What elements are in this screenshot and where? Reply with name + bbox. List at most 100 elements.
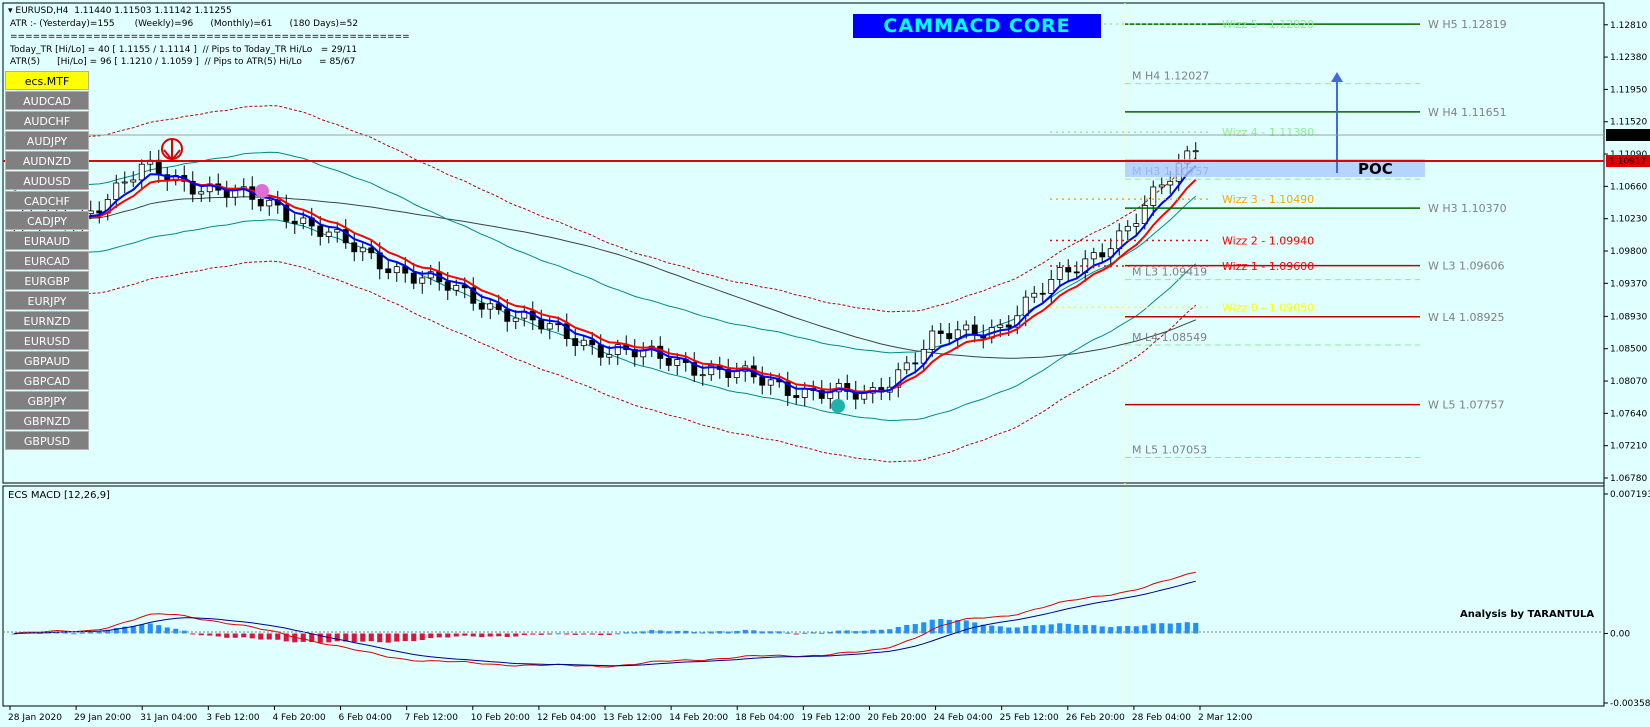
candle-body	[1031, 292, 1038, 298]
symbol-button-eurcad[interactable]: EURCAD	[5, 251, 89, 270]
monthly-level-label: M H4 1.12027	[1132, 70, 1209, 83]
symbol-button-gbpnzd[interactable]: GBPNZD	[5, 411, 89, 430]
candle-body	[96, 210, 103, 214]
macd-histogram-bar	[428, 633, 434, 639]
macd-histogram-bar	[360, 633, 366, 642]
candle-body	[1141, 204, 1148, 224]
macd-histogram-bar	[1074, 625, 1080, 634]
macd-histogram-bar	[802, 632, 808, 634]
x-tick-label: 29 Jan 20:00	[74, 713, 131, 723]
macd-histogram-bar	[759, 631, 765, 634]
monthly-level-label: M L5 1.07053	[1132, 443, 1207, 456]
candle-body	[691, 362, 698, 376]
candle-body	[198, 191, 205, 195]
macd-histogram-bar	[827, 632, 833, 634]
symbol-button-eurgbp[interactable]: EURGBP	[5, 271, 89, 290]
symbol-button-euraud[interactable]: EURAUD	[5, 231, 89, 250]
separator-line: ========================================…	[10, 32, 410, 42]
pink-dot-marker	[255, 184, 269, 198]
symbol-button-eurusd[interactable]: EURUSD	[5, 331, 89, 350]
macd-histogram-bar	[836, 630, 842, 634]
symbol-button-gbpaud[interactable]: GBPAUD	[5, 351, 89, 370]
macd-histogram-bar	[725, 631, 731, 634]
symbol-button-gbpusd[interactable]: GBPUSD	[5, 431, 89, 450]
candle-body	[351, 242, 358, 253]
slow-ma-line	[13, 165, 1197, 394]
symbol-button-eurjpy[interactable]: EURJPY	[5, 291, 89, 310]
macd-histogram-bar	[1048, 624, 1054, 634]
candle-body	[487, 303, 494, 310]
candle-body	[767, 379, 774, 386]
x-tick-label: 24 Feb 04:00	[934, 713, 993, 723]
macd-histogram-bar	[385, 633, 391, 643]
candle-body	[580, 339, 587, 347]
macd-histogram-bar	[581, 633, 587, 635]
wizz-level-label: Wizz 1 - 1.09600	[1222, 260, 1314, 273]
symbol-button-cadchf[interactable]: CADCHF	[5, 191, 89, 210]
candle-body	[359, 247, 366, 253]
macd-histogram-bar	[275, 633, 281, 640]
macd-histogram-bar	[768, 631, 774, 634]
macd-histogram-bar	[156, 625, 162, 634]
macd-histogram-bar	[887, 629, 893, 634]
macd-histogram-bar	[623, 632, 629, 634]
symbol-button-gbpjpy[interactable]: GBPJPY	[5, 391, 89, 410]
macd-histogram-bar	[62, 632, 68, 634]
candle-body	[759, 376, 766, 386]
candle-body	[419, 277, 426, 284]
macd-histogram-bar	[470, 633, 476, 637]
y-tick-label: 1.11950	[1610, 85, 1647, 95]
x-tick-label: 12 Feb 04:00	[537, 713, 596, 723]
poc-zone	[1125, 159, 1425, 177]
macd-histogram-bar	[88, 631, 94, 634]
candle-body	[971, 324, 978, 336]
macd-histogram-bar	[207, 633, 213, 636]
macd-histogram-bar	[479, 633, 485, 638]
macd-histogram-bar	[496, 633, 502, 637]
macd-histogram-bar	[606, 633, 612, 635]
candle-body	[589, 339, 596, 346]
symbol-button-audnzd[interactable]: AUDNZD	[5, 151, 89, 170]
symbol-button-active[interactable]: ecs.MTF	[5, 71, 89, 90]
wizz-level-label: Wizz 3 - 1.10490	[1222, 193, 1314, 206]
y-tick-label: 1.12380	[1610, 53, 1647, 63]
x-tick-label: 4 Feb 20:00	[272, 713, 326, 723]
candle-body	[393, 266, 400, 274]
macd-histogram-bar	[632, 632, 638, 634]
red-line-price-text: 1.10917	[1609, 157, 1646, 167]
symbol-button-audusd[interactable]: AUDUSD	[5, 171, 89, 190]
wizz-level-label: Wizz 2 - 1.09940	[1222, 234, 1314, 247]
symbol-button-audjpy[interactable]: AUDJPY	[5, 131, 89, 150]
candle-body	[283, 204, 290, 222]
candle-body	[113, 182, 120, 200]
macd-y-tick-label: -0.003585	[1610, 699, 1650, 709]
symbol-button-eurnzd[interactable]: EURNZD	[5, 311, 89, 330]
symbol-button-gbpcad[interactable]: GBPCAD	[5, 371, 89, 390]
candle-body	[614, 344, 621, 355]
macd-histogram-bar	[1082, 625, 1088, 634]
macd-histogram-bar	[589, 633, 595, 635]
x-tick-label: 7 Feb 12:00	[405, 713, 459, 723]
macd-histogram-bar	[538, 633, 544, 635]
analysis-label: Analysis by TARANTULA	[1460, 609, 1594, 620]
chevron-down-icon[interactable]: ▾	[8, 6, 16, 16]
candle-body	[725, 368, 732, 378]
symbol-button-audchf[interactable]: AUDCHF	[5, 111, 89, 130]
symbol-button-cadjpy[interactable]: CADJPY	[5, 211, 89, 230]
macd-histogram-bar	[1040, 625, 1046, 634]
y-tick-label: 1.11520	[1610, 118, 1647, 128]
macd-histogram-bar	[462, 633, 468, 636]
macd-histogram-bar	[1176, 622, 1182, 634]
candle-body	[963, 324, 970, 331]
candle-body	[189, 180, 196, 195]
candle-body	[325, 231, 332, 237]
macd-histogram-bar	[683, 630, 689, 634]
macd-histogram-bar	[113, 628, 119, 634]
macd-histogram-bar	[173, 628, 179, 634]
macd-line	[14, 571, 1196, 668]
macd-histogram-bar	[929, 619, 935, 634]
symbol-button-audcad[interactable]: AUDCAD	[5, 91, 89, 110]
candle-body	[512, 317, 519, 322]
candle-body	[1065, 267, 1072, 273]
